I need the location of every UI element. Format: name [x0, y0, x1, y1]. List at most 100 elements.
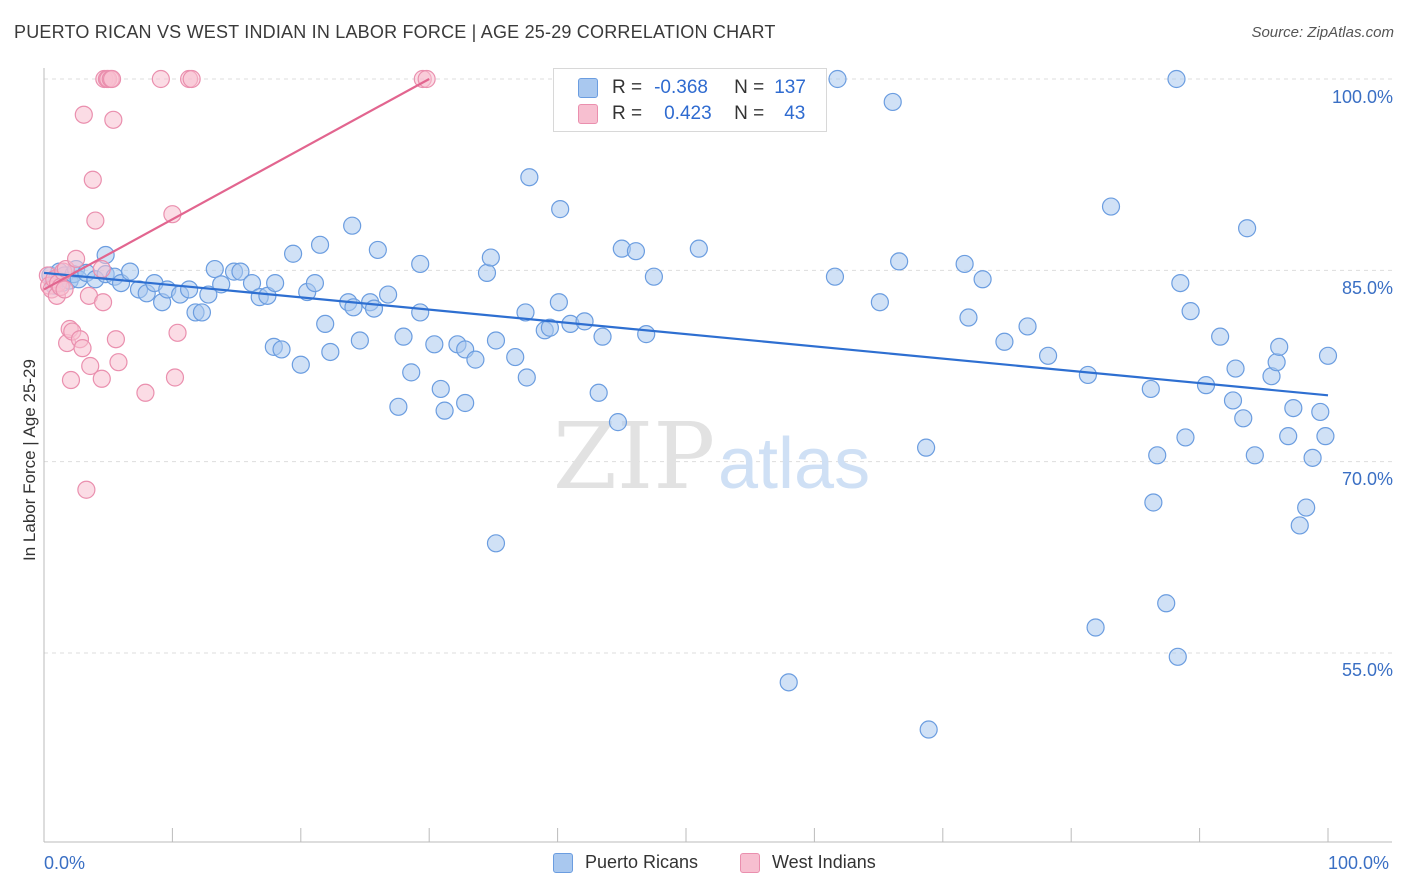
point-puerto-rican	[466, 350, 485, 369]
point-puerto-rican	[179, 280, 199, 299]
point-puerto-rican	[1211, 327, 1230, 346]
point-puerto-rican	[779, 673, 798, 692]
point-puerto-rican	[1148, 446, 1167, 465]
point-puerto-rican	[231, 262, 250, 281]
gridlines	[44, 78, 1392, 654]
axes	[43, 68, 1392, 843]
point-puerto-rican	[626, 242, 646, 261]
point-puerto-rican	[517, 368, 536, 387]
point-puerto-rican	[389, 397, 408, 416]
point-puerto-rican	[1157, 594, 1176, 613]
point-puerto-rican	[549, 293, 568, 312]
point-puerto-rican	[917, 438, 936, 457]
point-west-indian	[168, 323, 187, 342]
point-puerto-rican	[1290, 516, 1309, 535]
watermark: ZIP atlas	[553, 403, 870, 510]
point-puerto-rican	[316, 314, 335, 334]
x-tick-label-min: 0.0%	[44, 853, 86, 873]
point-puerto-rican	[205, 259, 224, 279]
point-puerto-rican	[540, 318, 559, 337]
legend-item-west-indians: West Indians	[740, 852, 876, 873]
point-west-indian	[92, 259, 111, 279]
point-puerto-rican	[411, 254, 430, 274]
point-puerto-rican	[1297, 498, 1316, 517]
point-west-indian	[151, 69, 170, 89]
point-puerto-rican	[1318, 346, 1338, 365]
point-puerto-rican	[305, 273, 325, 293]
point-puerto-rican	[402, 363, 421, 382]
point-puerto-rican	[1223, 391, 1243, 410]
point-puerto-rican	[1144, 493, 1163, 512]
point-puerto-rican	[955, 254, 974, 274]
point-west-indian	[417, 69, 436, 89]
watermark-atlas: atlas	[718, 424, 870, 504]
point-puerto-rican	[1284, 398, 1303, 418]
point-puerto-rican	[1078, 365, 1097, 385]
point-puerto-rican	[199, 285, 218, 304]
point-puerto-rican	[435, 401, 454, 420]
trend-line-puerto-ricans	[43, 271, 1329, 397]
point-puerto-rican	[291, 355, 310, 374]
point-puerto-rican	[486, 534, 506, 553]
point-puerto-rican	[266, 273, 285, 293]
point-puerto-rican	[1038, 346, 1058, 365]
point-west-indian	[102, 69, 122, 89]
point-puerto-rican	[919, 720, 938, 739]
legend-label-puerto-ricans: Puerto Ricans	[585, 852, 699, 872]
point-puerto-rican	[1176, 428, 1195, 447]
point-puerto-rican	[593, 327, 612, 346]
point-west-indian	[73, 339, 92, 358]
point-puerto-rican	[272, 340, 291, 359]
point-puerto-rican	[1226, 359, 1245, 378]
point-puerto-rican	[828, 69, 847, 89]
point-west-indian	[93, 293, 113, 312]
watermark-zip: ZIP	[553, 403, 715, 510]
point-puerto-rican	[589, 383, 608, 402]
y-tick-label-85: 85.0%	[1341, 278, 1393, 298]
trend-lines	[43, 78, 1329, 397]
point-puerto-rican	[825, 267, 845, 286]
y-tick-label-55: 55.0%	[1341, 660, 1393, 680]
point-puerto-rican	[1018, 317, 1037, 336]
point-puerto-rican	[995, 332, 1014, 351]
legend-swatch-pink	[740, 852, 760, 873]
n-label: N =	[734, 103, 765, 124]
point-puerto-rican	[1086, 618, 1105, 637]
point-puerto-rican	[890, 252, 909, 271]
point-west-indian	[165, 368, 185, 387]
stats-row-west-indians: R = 0.423 N = 43	[578, 102, 805, 126]
chart-title: PUERTO RICAN VS WEST INDIAN IN LABOR FOR…	[14, 22, 776, 42]
point-puerto-rican	[1279, 427, 1298, 446]
point-west-indian	[55, 280, 74, 299]
point-puerto-rican	[477, 263, 497, 282]
point-puerto-rican	[1101, 197, 1121, 216]
y-tick-label-100: 100.0%	[1331, 87, 1393, 107]
point-puerto-rican	[575, 312, 594, 331]
point-puerto-rican	[368, 240, 387, 260]
point-puerto-rican	[516, 303, 535, 322]
source-credit: Source: ZipAtlas.com	[1251, 24, 1394, 41]
point-puerto-rican	[120, 262, 140, 281]
point-west-indian	[74, 105, 93, 124]
n-value: 43	[784, 103, 806, 124]
point-puerto-rican	[343, 216, 362, 235]
point-puerto-rican	[1316, 427, 1335, 446]
y-axis-label: In Labor Force | Age 25-29	[20, 359, 39, 561]
stats-legend: R = -0.368 N = 137 R = 0.423 N = 43	[553, 68, 827, 132]
point-west-indian	[61, 370, 81, 390]
r-label: R =	[612, 103, 643, 124]
point-puerto-rican	[431, 379, 450, 399]
trend-line-west-indians	[43, 78, 430, 291]
n-label: N =	[734, 77, 765, 98]
point-puerto-rican	[425, 335, 444, 354]
point-puerto-rican	[689, 239, 708, 258]
point-puerto-rican	[506, 347, 525, 367]
legend-swatch-blue	[553, 852, 573, 873]
point-puerto-rican	[394, 327, 413, 346]
x-tick-label-max: 100.0%	[1328, 853, 1390, 873]
point-puerto-rican	[1311, 402, 1330, 422]
point-puerto-rican	[1238, 219, 1257, 238]
point-puerto-rican	[520, 168, 539, 187]
point-puerto-rican	[1303, 448, 1322, 467]
